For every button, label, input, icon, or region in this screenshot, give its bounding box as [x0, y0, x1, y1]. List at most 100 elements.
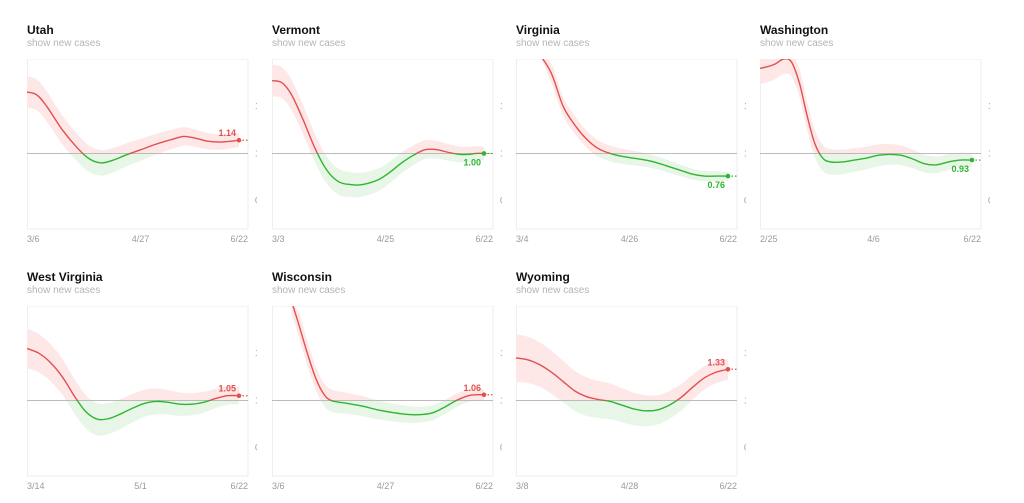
y-tick-label: 0.5: [255, 196, 257, 206]
y-tick-label: 1.5: [744, 101, 746, 111]
rt-line-above: [27, 347, 240, 401]
latest-point: [969, 157, 975, 163]
uncertainty-band-below: [66, 400, 239, 436]
latest-value-label: 1.00: [463, 157, 481, 167]
latest-point: [481, 151, 487, 156]
show-new-cases-toggle[interactable]: show new cases: [27, 38, 101, 49]
show-new-cases-toggle[interactable]: show new cases: [272, 38, 346, 49]
latest-point: [481, 392, 487, 398]
x-tick-label: 4/27: [132, 234, 150, 244]
y-tick-label: 1.0: [500, 148, 502, 158]
show-new-cases-toggle[interactable]: show new cases: [760, 38, 834, 49]
y-tick-label: 1.0: [500, 395, 502, 405]
latest-point: [236, 137, 242, 143]
state-title: Wyoming: [516, 270, 570, 284]
rt-line-below: [599, 400, 679, 412]
x-tick-label: 6/22: [230, 234, 248, 244]
rt-line-above: [27, 91, 240, 154]
uncertainty-band-above: [760, 59, 972, 154]
plot-area: [516, 59, 737, 182]
y-tick-label: 1.0: [255, 148, 257, 158]
latest-value-label: 1.14: [218, 128, 236, 138]
x-tick-label: 6/22: [230, 481, 248, 491]
y-tick-label: 1.5: [500, 348, 502, 358]
x-tick-label: 3/8: [516, 481, 529, 491]
x-tick-label: 6/22: [963, 234, 981, 244]
x-tick-label: 4/28: [621, 481, 639, 491]
x-tick-label: 3/3: [272, 234, 285, 244]
panel-wyoming: Wyoming show new cases 1.33 1.5 1.0 0.5 3/8 4…: [516, 270, 752, 500]
rt-chart: 1.05 1.5 1.0 0.5 3/14 5/1 6/22: [27, 306, 257, 491]
rt-chart: 1.33 1.5 1.0 0.5 3/8 4/28 6/22: [516, 306, 746, 491]
plot-area: [27, 328, 248, 436]
state-title: Wisconsin: [272, 270, 332, 284]
panel-virginia: Virginia show new cases 0.76 1.5 1.0 0.5 3/4…: [516, 23, 752, 253]
rt-line-above: [292, 306, 485, 401]
show-new-cases-toggle[interactable]: show new cases: [27, 285, 101, 296]
latest-point: [725, 366, 731, 372]
y-tick-label: 0.5: [744, 443, 746, 453]
y-tick-label: 1.5: [744, 348, 746, 358]
rt-line-above: [272, 80, 485, 154]
rt-line-above: [542, 59, 613, 154]
uncertainty-band-above: [27, 76, 239, 154]
rt-line-above: [516, 357, 729, 401]
panel-west-virginia: West Virginia show new cases 1.05 1.5 1.0 0…: [27, 270, 263, 500]
y-tick-label: 0.5: [255, 443, 257, 453]
x-tick-label: 6/22: [475, 234, 493, 244]
rt-chart: 1.14 1.5 1.0 0.5 3/6 4/27 6/22: [27, 59, 257, 244]
x-tick-label: 6/22: [719, 234, 737, 244]
y-tick-label: 0.5: [500, 443, 502, 453]
x-tick-label: 4/25: [377, 234, 395, 244]
latest-value-label: 1.06: [463, 383, 481, 393]
uncertainty-band-below: [813, 153, 972, 176]
uncertainty-band-above: [291, 306, 484, 401]
state-title: Vermont: [272, 23, 321, 37]
x-tick-label: 4/27: [377, 481, 395, 491]
latest-value-label: 0.93: [951, 164, 969, 174]
show-new-cases-toggle[interactable]: show new cases: [272, 285, 346, 296]
state-title: West Virginia: [27, 270, 103, 284]
state-title: Washington: [760, 23, 829, 37]
panel-wisconsin: Wisconsin show new cases 1.06 1.5 1.0 0.5 3/…: [272, 270, 508, 500]
latest-value-label: 1.33: [707, 357, 725, 367]
x-tick-label: 4/6: [867, 234, 880, 244]
y-tick-label: 0.5: [988, 196, 990, 206]
y-tick-label: 1.0: [744, 395, 746, 405]
x-tick-label: 6/22: [719, 481, 737, 491]
y-tick-label: 1.0: [988, 148, 990, 158]
x-tick-label: 2/25: [760, 234, 778, 244]
latest-value-label: 0.76: [707, 180, 725, 190]
uncertainty-band-below: [560, 400, 692, 427]
uncertainty-band-below: [320, 400, 484, 423]
uncertainty-band-above: [27, 328, 239, 401]
rt-chart: 1.00 1.5 1.0 0.5 3/3 4/25 6/22: [272, 59, 502, 244]
x-tick-label: 3/6: [272, 481, 285, 491]
uncertainty-band-above: [516, 334, 728, 401]
uncertainty-band-below: [311, 153, 484, 198]
state-title: Virginia: [516, 23, 560, 37]
state-title: Utah: [27, 23, 54, 37]
rt-line-below: [316, 153, 484, 186]
y-tick-label: 1.5: [988, 101, 990, 111]
latest-point: [236, 393, 242, 399]
plot-area: [516, 334, 737, 427]
rt-line-below: [818, 153, 973, 166]
y-tick-label: 0.5: [500, 196, 502, 206]
panel-washington: Washington show new cases 0.93 1.5 1.0 0.5 2…: [760, 23, 996, 253]
panel-utah: Utah show new cases 1.14 1.5 1.0 0.5 3/6 4/27…: [27, 23, 263, 253]
rt-line-below: [76, 400, 212, 421]
x-tick-label: 3/6: [27, 234, 40, 244]
x-tick-label: 3/4: [516, 234, 529, 244]
y-tick-label: 1.5: [500, 101, 502, 111]
y-tick-label: 1.0: [255, 395, 257, 405]
latest-point: [725, 173, 731, 179]
y-tick-label: 0.5: [744, 196, 746, 206]
panel-vermont: Vermont show new cases 1.00 1.5 1.0 0.5 3/3 4…: [272, 23, 508, 253]
show-new-cases-toggle[interactable]: show new cases: [516, 285, 590, 296]
x-tick-label: 5/1: [134, 481, 147, 491]
y-tick-label: 1.5: [255, 348, 257, 358]
show-new-cases-toggle[interactable]: show new cases: [516, 38, 590, 49]
x-tick-label: 6/22: [475, 481, 493, 491]
latest-value-label: 1.05: [218, 384, 236, 394]
